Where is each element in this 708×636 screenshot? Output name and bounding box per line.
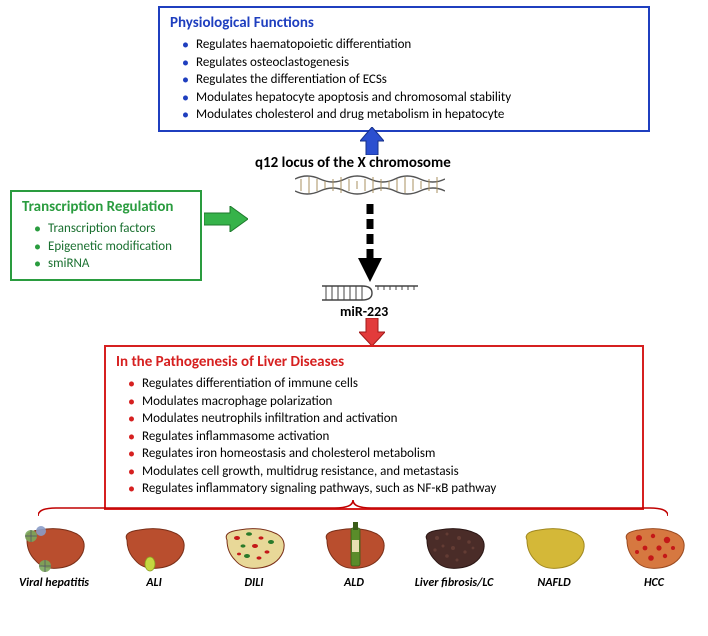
physiological-list: Regulates haematopoietic differentiation… [170, 36, 638, 124]
liver-label: DILI [210, 576, 298, 590]
liver-label: Liver fibrosis/LC [410, 576, 498, 590]
liver-label: ALD [310, 576, 398, 590]
liver-label: HCC [610, 576, 698, 590]
liver-ali: ALI [110, 522, 198, 590]
trans-item: Transcription factors [34, 220, 190, 238]
arrow-up-icon [360, 127, 384, 160]
liver-nafld: NAFLD [510, 522, 598, 590]
arrow-dna-to-mir-icon [356, 202, 384, 287]
liver-fibrosis: Liver fibrosis/LC [410, 522, 498, 590]
transcription-list: Transcription factors Epigenetic modific… [22, 220, 190, 273]
liver-row: Viral hepatitis ALI DILI ALD [10, 522, 698, 590]
patho-item: Regulates iron homeostasis and cholester… [128, 445, 632, 463]
phys-item: Regulates the differentiation of ECSs [182, 71, 638, 89]
liver-label: Viral hepatitis [10, 576, 98, 590]
arrow-right-icon [204, 206, 248, 237]
trans-item: smiRNA [34, 255, 190, 273]
pathogenesis-box: In the Pathogenesis of Liver Diseases Re… [104, 345, 644, 510]
locus-label: q12 locus of the X chromosome [255, 154, 451, 172]
patho-item: Regulates inflammatory signaling pathway… [128, 480, 632, 498]
patho-item: Regulates differentiation of immune cell… [128, 375, 632, 393]
liver-label: ALI [110, 576, 198, 590]
liver-viral-hepatitis: Viral hepatitis [10, 522, 98, 590]
dna-icon [295, 173, 445, 201]
trans-item: Epigenetic modification [34, 238, 190, 256]
pathogenesis-title: In the Pathogenesis of Liver Diseases [116, 353, 632, 371]
liver-dili: DILI [210, 522, 298, 590]
patho-item: Modulates neutrophils infiltration and a… [128, 410, 632, 428]
liver-label: NAFLD [510, 576, 598, 590]
physiological-title: Physiological Functions [170, 14, 638, 32]
patho-item: Modulates cell growth, multidrug resista… [128, 463, 632, 481]
phys-item: Modulates cholesterol and drug metabolis… [182, 106, 638, 124]
phys-item: Modulates hepatocyte apoptosis and chrom… [182, 89, 638, 107]
physiological-box: Physiological Functions Regulates haemat… [158, 6, 650, 132]
patho-item: Modulates macrophage polarization [128, 393, 632, 411]
patho-item: Regulates inflammasome activation [128, 428, 632, 446]
phys-item: Regulates haematopoietic differentiation [182, 36, 638, 54]
transcription-title: Transcription Regulation [22, 198, 190, 216]
brace-icon [38, 500, 668, 516]
phys-item: Regulates osteoclastogenesis [182, 54, 638, 72]
liver-hcc: HCC [610, 522, 698, 590]
liver-ald: ALD [310, 522, 398, 590]
transcription-box: Transcription Regulation Transcription f… [10, 190, 202, 281]
pathogenesis-list: Regulates differentiation of immune cell… [116, 375, 632, 498]
